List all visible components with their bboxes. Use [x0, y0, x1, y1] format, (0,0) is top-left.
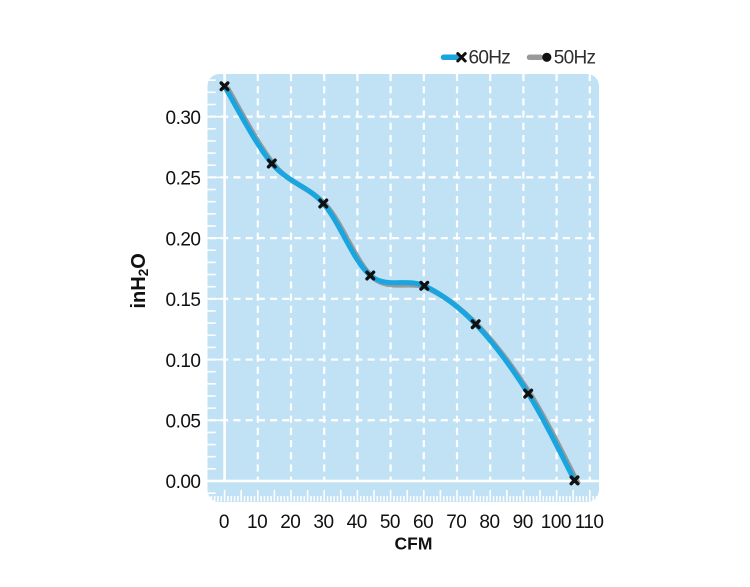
svg-text:40: 40: [347, 512, 367, 533]
svg-text:0.15: 0.15: [166, 290, 201, 311]
svg-text:60Hz: 60Hz: [469, 47, 511, 68]
svg-text:110: 110: [575, 512, 604, 533]
svg-text:50Hz: 50Hz: [554, 47, 596, 68]
svg-text:0.20: 0.20: [166, 229, 201, 250]
svg-text:10: 10: [247, 512, 267, 533]
svg-text:0.00: 0.00: [166, 472, 201, 493]
svg-text:0.05: 0.05: [166, 412, 201, 433]
svg-text:90: 90: [513, 512, 533, 533]
svg-text:20: 20: [280, 512, 300, 533]
svg-text:inH2O: inH2O: [128, 253, 151, 308]
svg-text:0: 0: [219, 512, 229, 533]
svg-text:0.25: 0.25: [166, 169, 201, 190]
svg-text:0.30: 0.30: [166, 108, 201, 129]
svg-text:60: 60: [413, 512, 433, 533]
svg-text:80: 80: [479, 512, 499, 533]
svg-text:100: 100: [541, 512, 571, 533]
svg-text:CFM: CFM: [395, 534, 433, 554]
svg-text:30: 30: [313, 512, 333, 533]
svg-text:50: 50: [380, 512, 400, 533]
svg-text:70: 70: [446, 512, 466, 533]
svg-text:0.10: 0.10: [166, 351, 201, 372]
